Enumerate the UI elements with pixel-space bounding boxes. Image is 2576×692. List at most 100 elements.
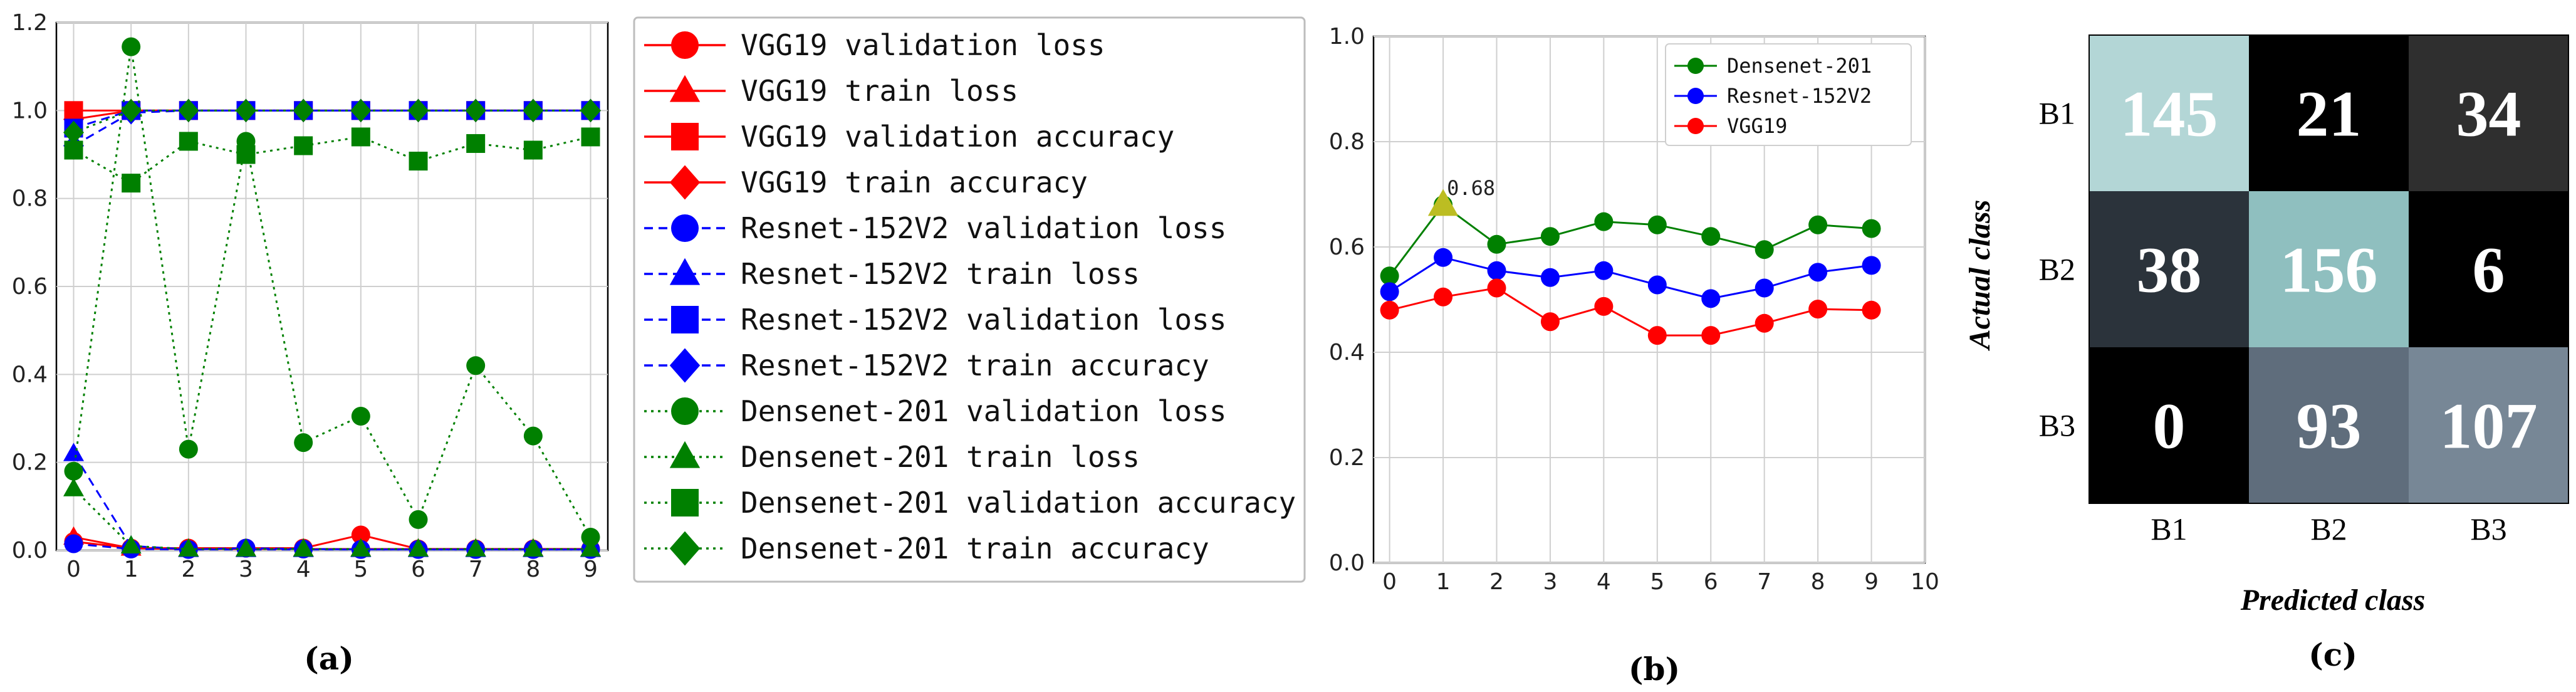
cm-ytick-label: B1 [2039,96,2075,131]
b-series-point [1647,215,1667,234]
cm-cell [2409,191,2568,347]
b-legend-marker [1687,58,1704,74]
a-legend-label: Densenet-201 validation accuracy [741,486,1296,520]
a-xtick-label: 9 [583,557,598,582]
panel-a-legend: VGG19 validation loss VGG19 train loss VGG… [633,16,1306,583]
b-series-point [1862,256,1881,275]
a-series-point [351,127,370,147]
a-legend-marker [671,123,699,150]
a-ytick-label: 1.2 [12,10,48,36]
b-series-point [1540,268,1560,287]
panel-b-ticks: 0 1 2 3 4 5 6 7 8 9 10 0.0 0.2 0.4 0.6 0.8 1.0 [1329,24,1939,595]
b-series-point [1755,278,1774,298]
a-legend-marker [671,489,699,516]
b-series-point [1755,240,1774,260]
b-annotation-marker [1427,189,1459,216]
b-series-point [1434,287,1453,307]
b-series-line [1389,203,1872,277]
a-series-point [294,433,313,453]
a-series-point [581,127,600,147]
a-series-point [236,98,256,123]
b-xtick-label: 4 [1597,569,1611,595]
a-series-line [73,488,591,550]
b-legend-marker [1687,118,1704,134]
a-legend-marker [669,75,701,102]
b-ytick-label: 0.4 [1329,340,1365,365]
a-series-point [294,136,313,155]
a-ytick-label: 1.0 [12,98,48,123]
a-ytick-label: 0.8 [12,186,48,212]
a-series-line [73,109,591,120]
b-xtick-label: 5 [1650,569,1664,595]
b-xtick-label: 6 [1704,569,1718,595]
panel-b-legend-frame [1665,43,1912,146]
cm-xtick-label: B2 [2310,511,2347,547]
a-series-point [351,406,370,426]
panel-c: 145 21 34 38 156 6 0 93 107 B1 B2 B3 B1 B2 B3 Predict… [1963,34,2569,673]
panel-b-annotation: 0.68 [1427,176,1495,216]
b-ytick-label: 1.0 [1329,24,1365,50]
panel-b-series [1380,195,1881,345]
a-legend-marker [669,348,701,383]
a-series-point [465,538,486,557]
b-xtick-label: 7 [1757,569,1771,595]
b-annotation-label: 0.68 [1447,176,1495,200]
b-series-point [1594,212,1614,231]
a-series-point [122,37,141,56]
a-xtick-label: 6 [411,557,425,582]
a-series-point [236,145,256,164]
panel-b-label: (b) [1629,651,1680,688]
cm-cell-value: 93 [2297,391,2362,463]
b-legend-marker [1687,88,1704,104]
a-series-point [122,174,141,193]
a-series-point [350,538,372,557]
cm-xtick-label: B1 [2151,511,2187,547]
a-series-line [73,135,591,184]
b-series-point [1701,227,1721,246]
a-series-point [350,98,372,123]
a-xtick-label: 4 [296,557,311,582]
panel-a-label: (a) [304,640,354,677]
a-series-point [63,478,84,496]
b-series-point [1647,275,1667,295]
a-series-point [580,538,601,557]
a-series-point [523,538,544,557]
cm-cell [2249,191,2409,347]
a-series-point [63,120,84,145]
a-series-point [581,527,600,547]
a-legend-label: Resnet-152V2 train loss [741,257,1140,291]
b-legend-label: Resnet-152V2 [1727,84,1872,108]
cm-cell-value: 156 [2280,234,2378,307]
a-legend-label: Resnet-152V2 train accuracy [741,349,1209,382]
cm-xtick-label: B3 [2470,511,2506,547]
b-legend-label: Densenet-201 [1727,54,1872,78]
b-series-point [1540,227,1560,246]
a-xtick-label: 5 [353,557,368,582]
a-xtick-label: 8 [526,557,540,582]
panel-b: 0 1 2 3 4 5 6 7 8 9 10 0.0 0.2 0.4 0.6 0.8 1.0 0.68 Dens… [1329,24,1939,688]
a-series-point [409,510,428,529]
cm-ylabel: Actual class [1963,200,1996,352]
a-legend-marker [669,441,701,468]
a-ytick-label: 0.6 [12,274,48,300]
b-ytick-label: 0.2 [1329,445,1365,471]
a-ytick-label: 0.4 [12,362,48,387]
a-legend-marker [671,214,699,242]
a-series-point [293,538,314,557]
b-series-line [1389,256,1872,300]
cm-cell-value: 38 [2137,234,2202,307]
cm-cell-value: 21 [2297,78,2362,150]
b-series-point [1647,326,1667,345]
a-legend-marker [669,258,701,285]
a-series-line [73,109,591,129]
a-xtick-label: 0 [66,557,81,582]
b-xtick-label: 8 [1811,569,1825,595]
a-series-point [178,538,199,557]
a-legend-label: VGG19 validation accuracy [741,120,1174,154]
b-xtick-label: 10 [1911,569,1939,595]
a-xtick-label: 3 [239,557,253,582]
b-series-line [1389,286,1872,337]
b-xtick-label: 1 [1436,569,1451,595]
a-series-point [580,98,601,123]
b-series-point [1487,261,1506,280]
